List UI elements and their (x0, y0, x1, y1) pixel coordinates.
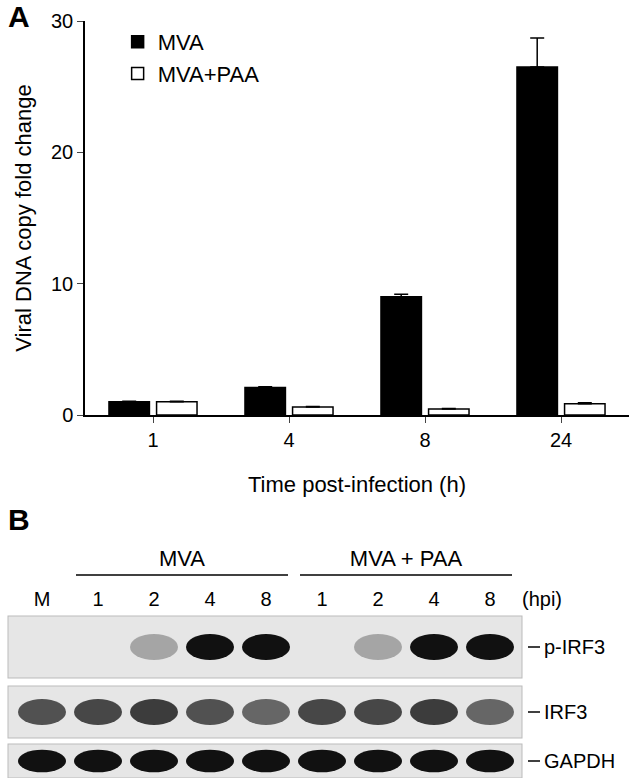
svg-text:(hpi): (hpi) (522, 588, 562, 610)
svg-text:8: 8 (419, 429, 430, 451)
svg-text:2: 2 (372, 588, 383, 610)
svg-text:4: 4 (204, 588, 215, 610)
svg-text:8: 8 (484, 588, 495, 610)
svg-text:24: 24 (550, 429, 572, 451)
svg-text:MVA + PAA: MVA + PAA (350, 546, 463, 571)
svg-text:2: 2 (148, 588, 159, 610)
svg-text:M: M (34, 588, 51, 610)
svg-text:p-IRF3: p-IRF3 (544, 636, 605, 658)
svg-text:1: 1 (92, 588, 103, 610)
svg-text:0: 0 (62, 404, 73, 426)
svg-text:IRF3: IRF3 (544, 701, 587, 723)
svg-text:MVA: MVA (159, 546, 205, 571)
svg-text:1: 1 (147, 429, 158, 451)
svg-text:8: 8 (260, 588, 271, 610)
svg-text:4: 4 (283, 429, 294, 451)
svg-text:Time post-infection (h): Time post-infection (h) (248, 472, 466, 497)
svg-text:4: 4 (428, 588, 439, 610)
svg-text:GAPDH: GAPDH (544, 750, 615, 772)
svg-text:30: 30 (51, 10, 73, 32)
svg-text:B: B (8, 503, 30, 536)
svg-text:20: 20 (51, 141, 73, 163)
svg-text:10: 10 (51, 273, 73, 295)
svg-text:MVA: MVA (158, 30, 204, 55)
svg-text:1: 1 (316, 588, 327, 610)
html-text:A: A (8, 0, 30, 33)
svg-text:Viral DNA copy fold change: Viral DNA copy fold change (11, 84, 36, 351)
svg-text:MVA+PAA: MVA+PAA (158, 62, 260, 87)
